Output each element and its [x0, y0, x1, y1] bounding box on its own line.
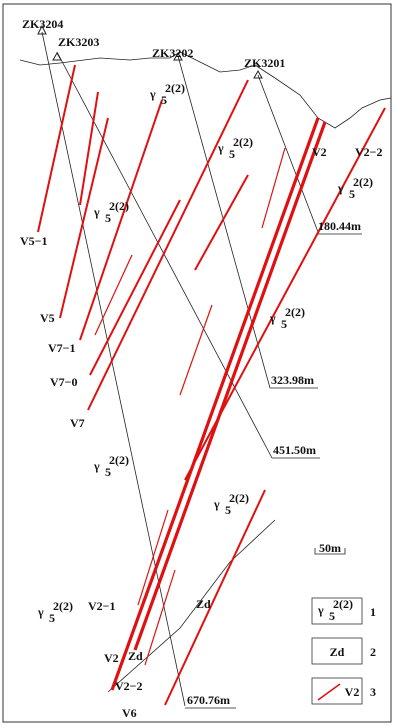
vein-label: V2	[104, 651, 119, 665]
vein-label: V5	[40, 311, 55, 325]
legend-number: 1	[370, 605, 376, 619]
borehole-label: ZK3203	[58, 35, 99, 49]
rock-label-superscript: 2(2)	[233, 135, 253, 149]
borehole-label: ZK3202	[152, 46, 193, 60]
legend-rock-superscript: 2(2)	[333, 597, 353, 611]
rock-label-superscript: 2(2)	[53, 599, 73, 613]
rock-label-subscript: 5	[225, 503, 231, 517]
rock-label-superscript: 2(2)	[353, 175, 373, 189]
depth-label: 180.44m	[318, 219, 361, 233]
legend-number: 2	[370, 645, 376, 659]
vein-label: V2−1	[88, 599, 116, 613]
borehole-markers	[38, 26, 262, 78]
vein-label: V2−2	[355, 145, 383, 159]
rock-label-symbol: γ	[269, 311, 276, 325]
vein-label: V6	[122, 706, 137, 720]
vein-label: V7	[70, 416, 85, 430]
zd-label: Zd	[128, 649, 143, 663]
rock-label-subscript: 5	[229, 147, 235, 161]
rock-label-symbol: γ	[149, 87, 156, 101]
rock-label-symbol: γ	[213, 497, 220, 511]
rock-label-superscript: 2(2)	[285, 305, 305, 319]
legend-zd: Zd	[330, 645, 345, 659]
legend-rock-symbol: γ	[317, 603, 324, 617]
depth-label: 451.50m	[273, 443, 316, 457]
vein-label: V2	[312, 145, 327, 159]
rock-label-subscript: 5	[349, 187, 355, 201]
rock-label-subscript: 5	[281, 317, 287, 331]
rock-label-subscript: 5	[161, 93, 167, 107]
legend-rock-subscript: 5	[329, 609, 335, 623]
legend-vein: V2	[345, 685, 360, 699]
page: {"boreholes": [ {"name": "ZK3204"}, {"na…	[0, 0, 395, 726]
rock-label-symbol: γ	[93, 459, 100, 473]
borehole-label: ZK3201	[244, 56, 285, 70]
rock-label-symbol: γ	[217, 141, 224, 155]
depth-label: 323.98m	[271, 373, 314, 387]
vein-label: V7−0	[50, 375, 78, 389]
rock-label-superscript: 2(2)	[109, 199, 129, 213]
rock-label-superscript: 2(2)	[165, 81, 185, 95]
legend-number: 3	[370, 685, 376, 699]
rock-label-superscript: 2(2)	[109, 453, 129, 467]
cross-section: 50m Zd V2 1 2 3 ZK3204 ZK3203 ZK3202 ZK3201…	[0, 0, 395, 726]
rock-label-symbol: γ	[37, 605, 44, 619]
vein-label: V5−1	[20, 234, 48, 248]
rock-label-subscript: 5	[105, 211, 111, 225]
rock-label-symbol: γ	[337, 181, 344, 195]
topography	[20, 52, 391, 128]
rock-label-subscript: 5	[49, 611, 55, 625]
vein-label: V2−2	[115, 679, 143, 693]
vein-label: V7−1	[48, 341, 76, 355]
rock-label-superscript: 2(2)	[229, 491, 249, 505]
rock-label-subscript: 5	[105, 465, 111, 479]
depth-label: 670.76m	[187, 693, 230, 707]
zd-label: Zd	[196, 597, 211, 611]
scale-label: 50m	[319, 541, 341, 555]
rock-label-symbol: γ	[93, 205, 100, 219]
borehole-label: ZK3204	[22, 17, 63, 31]
